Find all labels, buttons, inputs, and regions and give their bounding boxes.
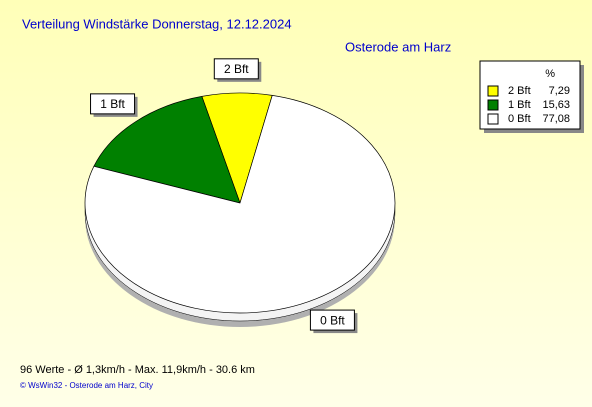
footer: 96 Werte - Ø 1,3km/h - Max. 11,9km/h - 3… (20, 364, 255, 376)
pie-slice (93, 95, 241, 204)
slice-label-box (90, 93, 136, 115)
legend-value: 15,63 (542, 99, 570, 111)
chart-subtitle: Osterode am Harz (345, 39, 451, 54)
legend-label: 0 Bft (508, 113, 531, 125)
slice-label: 2 Bft (224, 62, 249, 76)
slice-label: 0 Bft (320, 313, 345, 327)
credit: © WsWin32 - Osterode am Harz, City (20, 381, 153, 390)
legend-swatch (487, 85, 499, 97)
legend-swatch (487, 99, 499, 111)
legend-label: 2 Bft (508, 85, 531, 97)
slice-label-box (213, 58, 259, 80)
legend-swatch (487, 113, 499, 125)
slice-label: 1 Bft (100, 97, 125, 111)
slice-label-box (309, 309, 355, 331)
legend-title: % (545, 68, 555, 80)
legend-label: 1 Bft (508, 99, 531, 111)
legend-value: 77,08 (542, 113, 570, 125)
pie-slice (84, 95, 396, 314)
chart-title: Verteilung Windstärke Donnerstag, 12.12.… (22, 16, 292, 31)
legend-value: 7,29 (549, 85, 570, 97)
